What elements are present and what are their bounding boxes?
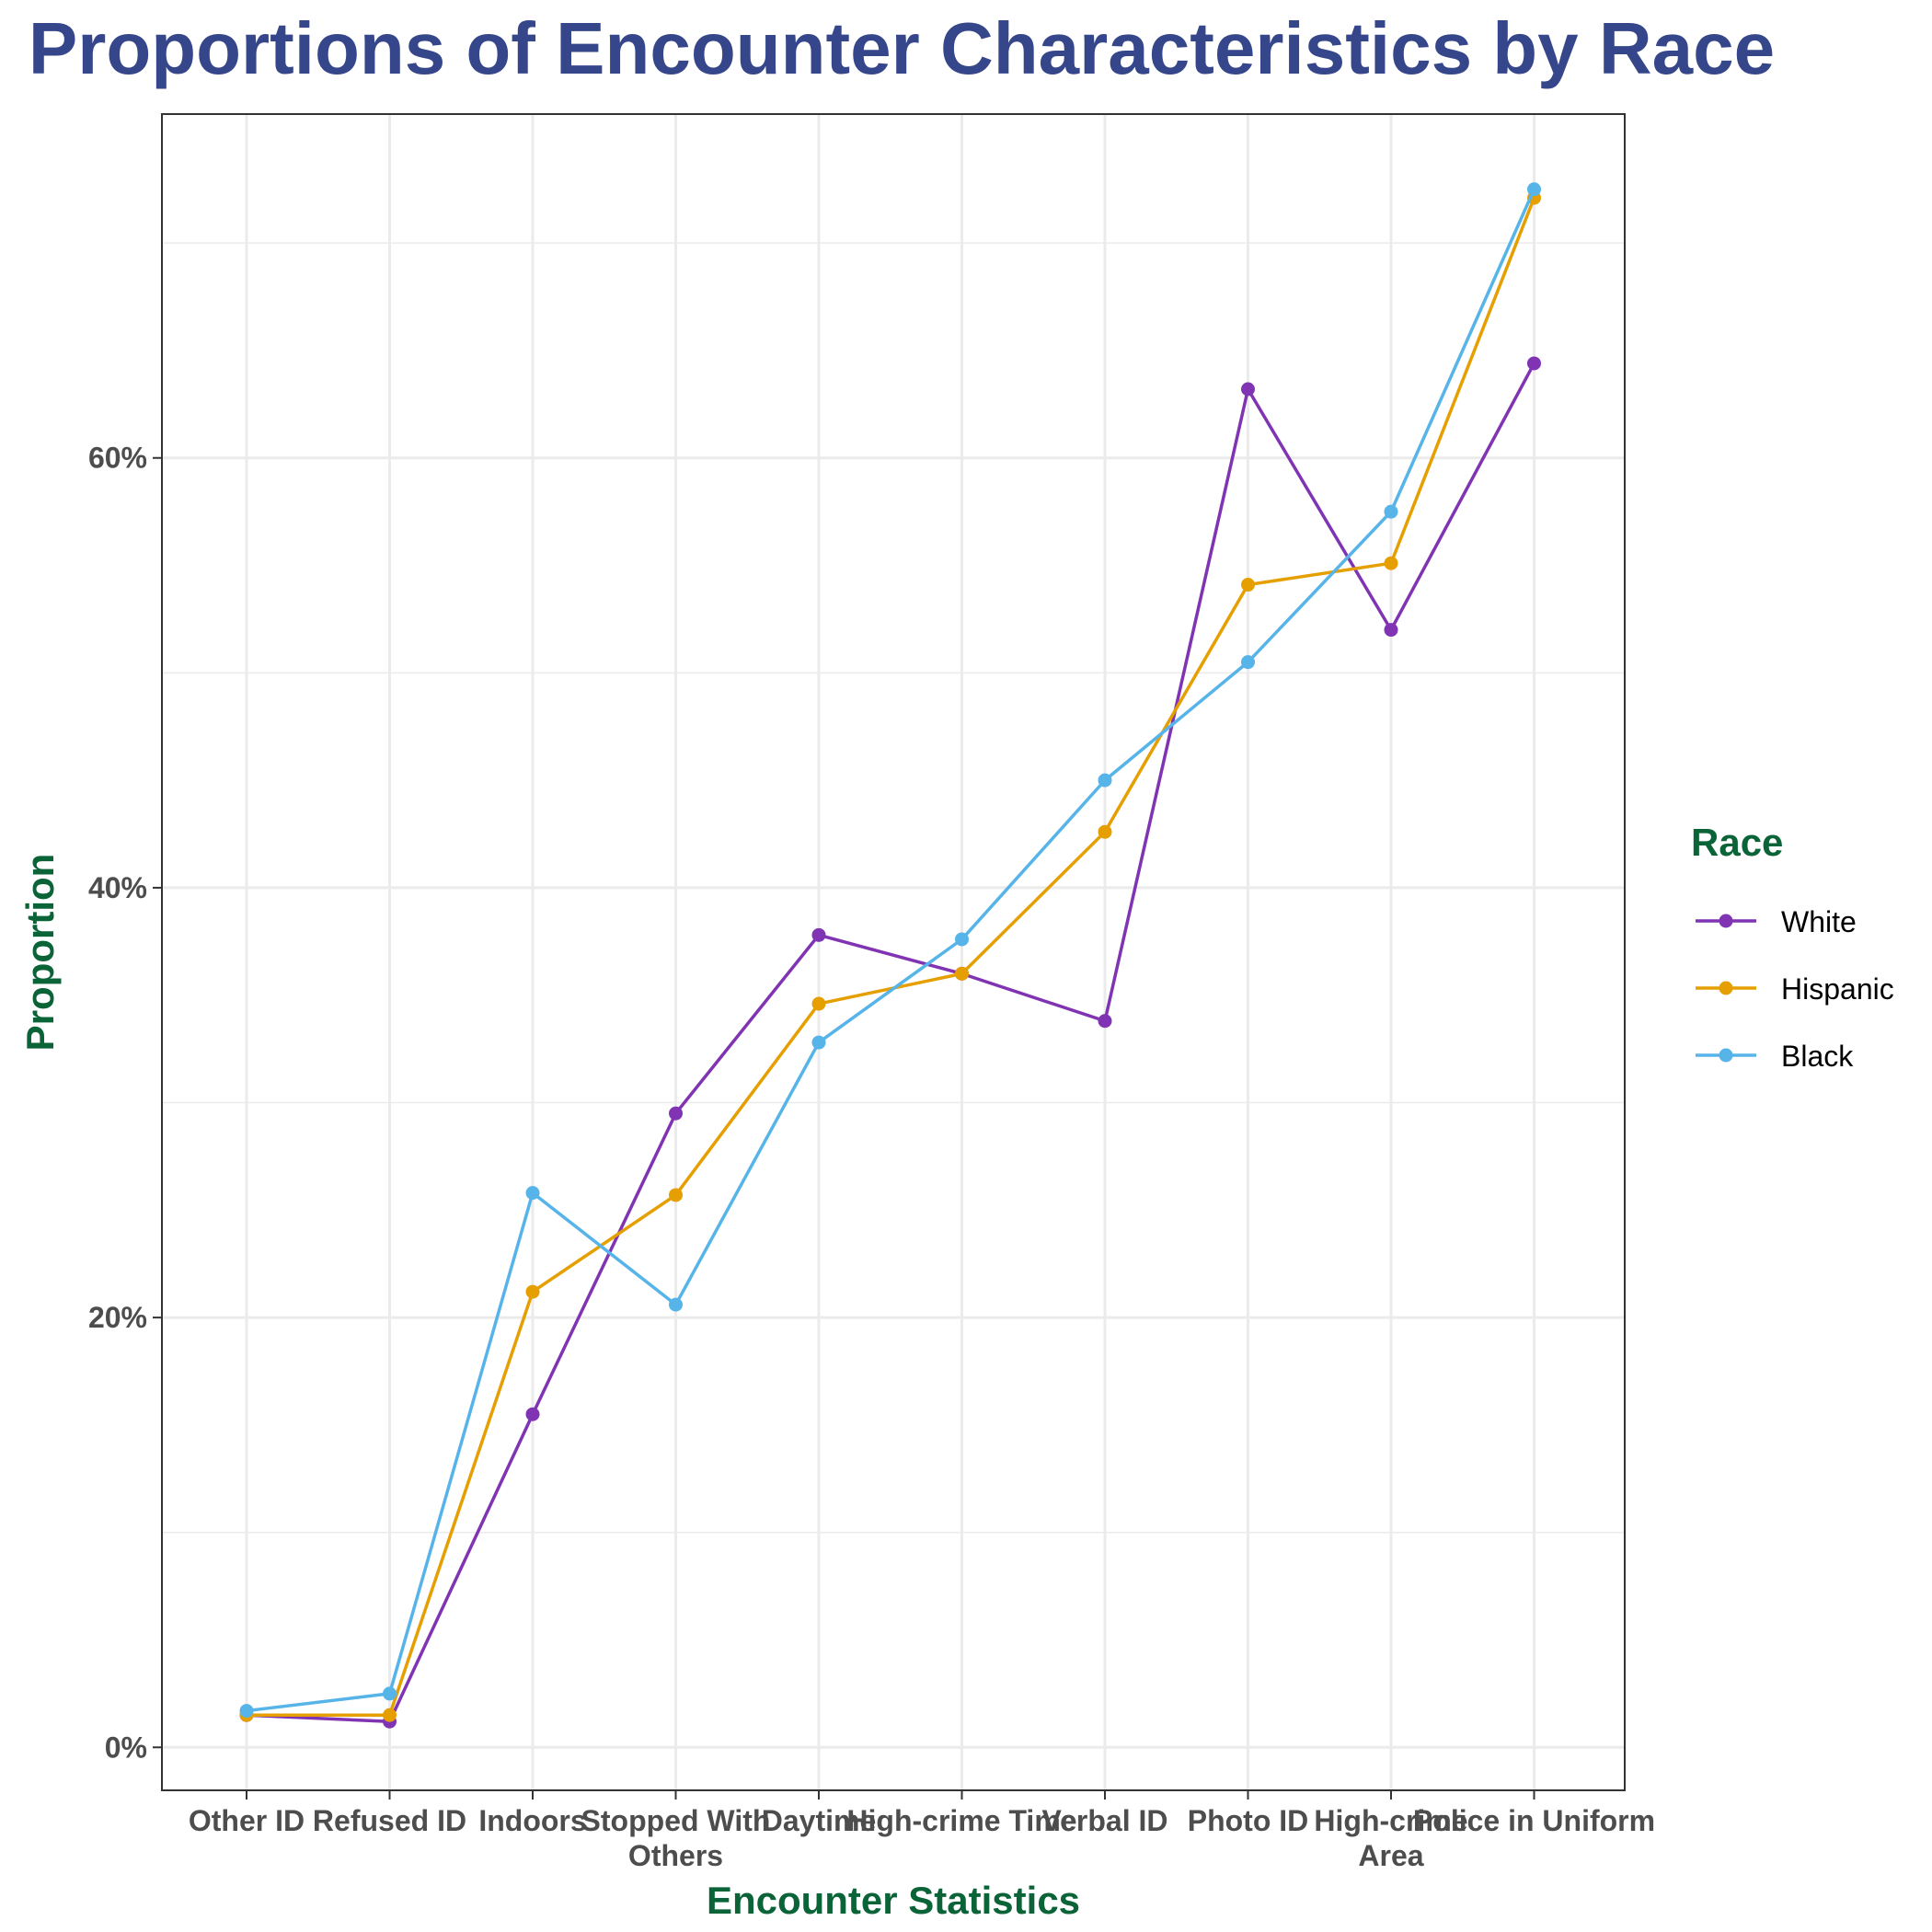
data-point xyxy=(1098,1014,1112,1029)
y-tick-label: 60% xyxy=(88,442,147,475)
grid-layer xyxy=(162,114,1625,1790)
axis-layer: 0% 20% 40% 60% Other ID Refused ID IndoorsStop… xyxy=(88,442,1655,1872)
x-tick-label: Photo ID xyxy=(1188,1804,1309,1837)
y-tick-label: 20% xyxy=(88,1301,147,1334)
data-point xyxy=(1384,556,1398,570)
series-layer xyxy=(239,182,1541,1729)
series-line xyxy=(246,189,1536,1713)
series-hispanic xyxy=(239,190,1541,1722)
data-point xyxy=(1098,824,1112,839)
data-point xyxy=(669,1188,683,1202)
legend-key xyxy=(1696,1048,1756,1063)
y-tick-label: 0% xyxy=(105,1731,147,1764)
data-point xyxy=(1241,655,1255,670)
legend-label: White xyxy=(1781,905,1857,938)
x-tick-label: Other ID xyxy=(189,1804,305,1837)
legend-key-point xyxy=(1719,981,1733,995)
data-point xyxy=(811,1035,826,1050)
legend-key xyxy=(1696,981,1756,995)
data-point xyxy=(669,1106,683,1121)
legend-key-point xyxy=(1719,1048,1733,1063)
series-line xyxy=(247,197,1536,1717)
x-tick-label: Indoors xyxy=(478,1804,586,1837)
legend: Race White Hispanic Black xyxy=(1691,821,1894,1073)
data-point xyxy=(1098,773,1112,788)
panel-border xyxy=(161,113,1626,1791)
data-point xyxy=(383,1708,397,1722)
data-point xyxy=(811,996,826,1011)
chart-title: Proportions of Encounter Characteristics… xyxy=(29,7,1775,89)
data-point xyxy=(525,1284,540,1299)
x-tick-label: Police in Uniform xyxy=(1413,1804,1655,1837)
x-tick-label: High-crime Area xyxy=(1314,1804,1467,1872)
data-point xyxy=(669,1297,683,1312)
series-line xyxy=(246,362,1536,1724)
x-tick-label: Daytime xyxy=(762,1804,877,1837)
x-tick-label: Stopped With Others xyxy=(581,1804,771,1872)
y-tick-label: 40% xyxy=(88,871,147,904)
series-black xyxy=(239,182,1541,1719)
data-point xyxy=(383,1686,397,1701)
legend-label: Hispanic xyxy=(1781,972,1894,1006)
data-point xyxy=(1384,623,1398,638)
legend-label: Black xyxy=(1781,1040,1854,1073)
data-point xyxy=(955,966,969,981)
y-axis-title: Proportion xyxy=(18,854,62,1052)
data-point xyxy=(1241,578,1255,592)
data-point xyxy=(955,932,969,947)
data-point xyxy=(525,1407,540,1421)
legend-title: Race xyxy=(1691,821,1783,864)
data-point xyxy=(1384,504,1398,519)
data-point xyxy=(525,1186,540,1201)
data-point xyxy=(811,927,826,942)
x-axis-title: Encounter Statistics xyxy=(707,1879,1080,1922)
data-point xyxy=(239,1704,254,1719)
legend-key xyxy=(1696,914,1756,928)
x-tick-label: Verbal ID xyxy=(1042,1804,1168,1837)
x-tick-label: High-crime Time xyxy=(846,1804,1076,1837)
x-tick-label: Refused ID xyxy=(313,1804,466,1837)
series-white xyxy=(239,356,1541,1729)
data-point xyxy=(1241,382,1255,397)
data-point xyxy=(1527,356,1541,371)
legend-key-point xyxy=(1719,914,1733,928)
data-point xyxy=(1527,182,1541,197)
